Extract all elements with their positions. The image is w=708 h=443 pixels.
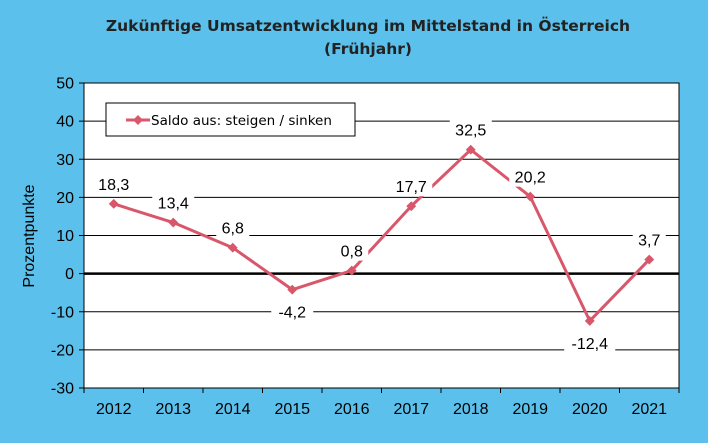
y-tick-label: 50: [56, 76, 74, 93]
x-tick-label: 2021: [631, 401, 667, 418]
data-label: 20,2: [515, 170, 546, 187]
data-label-bg: [152, 192, 195, 213]
data-label-bg: [509, 166, 552, 187]
x-tick-label: 2015: [274, 401, 310, 418]
data-label-bg: [271, 301, 314, 322]
data-label: 17,7: [396, 179, 427, 196]
y-axis-title: Prozentpunkte: [21, 184, 38, 287]
data-label: 13,4: [158, 196, 189, 213]
x-tick-label: 2020: [572, 401, 608, 418]
series-line: [113, 148, 651, 323]
data-label-bg: [449, 119, 492, 140]
y-tick-label: -20: [51, 342, 74, 359]
data-point: [406, 201, 417, 212]
data-label: 18,3: [98, 177, 129, 194]
x-tick-label: 2012: [96, 401, 132, 418]
data-label-bg: [390, 176, 433, 197]
chart-title: Zukünftige Umsatzentwicklung im Mittelst…: [106, 16, 630, 35]
data-point: [465, 144, 476, 155]
chart-subtitle: (Frühjahr): [324, 40, 412, 58]
y-tick-label: -30: [51, 381, 74, 398]
y-tick-label: 30: [56, 152, 74, 169]
legend: Saldo aus: steigen / sinken: [105, 102, 356, 137]
y-tick-label: 10: [56, 228, 74, 245]
data-label-bg: [335, 240, 369, 261]
x-tick-label: 2016: [334, 401, 370, 418]
x-tick-label: 2014: [215, 401, 251, 418]
data-label-bg: [632, 229, 666, 250]
x-tick-label: 2017: [393, 401, 429, 418]
data-point: [227, 242, 238, 253]
data-label: 0,8: [341, 244, 363, 261]
legend-marker-swatch: [133, 115, 143, 125]
data-label: 6,8: [222, 221, 244, 238]
data-point: [644, 254, 655, 265]
data-point: [525, 191, 536, 202]
data-label-bg: [92, 173, 135, 194]
data-label: 32,5: [455, 123, 486, 140]
legend-label: Saldo aus: steigen / sinken: [151, 113, 332, 129]
data-label: -12,4: [572, 336, 609, 353]
axis-layer: 50 40 30 20 10 0 -10 -20 -30 2012 2013 2014 2015 2016…: [51, 76, 680, 418]
data-label-bg: [216, 217, 250, 238]
y-tick-label: 20: [56, 190, 74, 207]
y-tick-label: -10: [51, 304, 74, 321]
data-point: [287, 284, 298, 295]
data-point: [108, 198, 119, 209]
y-tick-label: 40: [56, 114, 74, 131]
x-tick-label: 2019: [512, 401, 548, 418]
data-label-bg: [564, 332, 616, 353]
data-point: [584, 315, 595, 326]
data-label: -4,2: [278, 305, 306, 322]
data-label: 3,7: [638, 233, 660, 250]
x-tick-label: 2018: [453, 401, 489, 418]
x-tick-label: 2013: [155, 401, 191, 418]
data-point: [346, 265, 357, 276]
label-layer: 18,3 13,4 6,8 -4,2 0,8 17,7 32,5 20,2 -12,4 3,7: [92, 119, 666, 353]
series-layer: [108, 144, 655, 326]
y-tick-label: 0: [65, 266, 74, 283]
data-point: [168, 217, 179, 228]
